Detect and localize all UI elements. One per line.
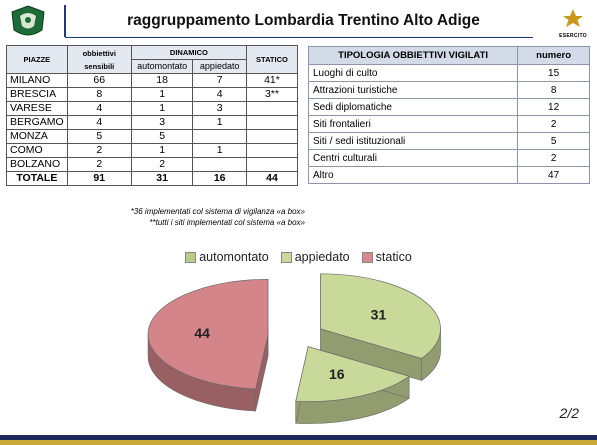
footnote-2: **tutti i siti implementati col sistema … [149,218,305,227]
header-numero: numero [517,46,590,65]
pie-slice-top [320,273,441,359]
cell-tipologia: Altro [307,166,519,184]
pie-data-label: 31 [371,306,387,322]
piazze-table: PIAZZE obbiettivi sensibili DINAMICO STA… [6,45,299,186]
pie-data-label: 16 [329,366,345,382]
tipologia-table: TIPOLOGIA OBBIETTIVI VIGILATI numero Luo… [307,46,590,184]
pie-data-label: 44 [194,325,210,341]
header-appiedato: appiedato [192,59,247,74]
legend-label: statico [375,250,412,264]
star-icon [563,9,583,27]
table-row: Luoghi di culto 15 [307,64,590,82]
footer-bar [0,435,597,440]
table-row: Siti / sedi istituzionali 5 [307,132,590,150]
legend-label: automontato [199,250,269,264]
table-row: Attrazioni turistiche 8 [307,81,590,99]
cell-piazza: BERGAMO [6,115,68,130]
pie-slice-appiedato: 16 [295,346,410,424]
chart-legend: automontato appiedato statico [0,250,597,264]
total-automontato: 31 [130,171,194,186]
table-row: MONZA 5 5 [6,129,299,144]
page-number: 2/2 [559,405,579,421]
header-dinamico: DINAMICO [130,45,247,60]
cell-piazza: MILANO [6,73,68,88]
army-logo-text: ESERCITO [559,33,587,39]
pie-slice-statico: 44 [147,278,269,412]
legend-item: automontato [185,250,269,264]
table-row: BERGAMO 4 3 1 [6,115,299,130]
table-row: Centri culturali 2 [307,149,590,167]
legend-swatch [361,251,373,263]
emblem-logo-icon [11,5,45,36]
army-logo: ESERCITO [556,8,590,39]
total-appiedato: 16 [192,171,247,186]
legend-swatch [185,251,197,263]
footnote-1: *36 implementati col sistema di vigilanz… [130,207,305,216]
pie-slice-top [147,278,269,390]
header-statico: STATICO [245,45,299,74]
table-row: Altro 47 [307,166,590,184]
total-label: TOTALE [6,171,68,186]
title-rule [65,37,533,38]
cell-piazza: BOLZANO [6,157,68,172]
header-automontato: automontato [130,59,194,74]
total-statico: 44 [245,171,299,186]
legend-swatch [280,251,292,263]
page-title: raggruppamento Lombardia Trentino Alto A… [127,12,480,29]
legend-label: appiedato [294,250,350,264]
cell-numero: 47 [517,166,590,184]
header-divider [64,5,66,37]
footer-accent-bar [0,440,597,445]
header-obiettivi: obbiettivi sensibili [66,45,132,74]
total-obiettivi: 91 [66,171,132,186]
table-row: COMO 2 1 1 [6,143,299,158]
pie-slice-automontato: 31 [320,273,441,382]
totals-row: TOTALE 91 31 16 44 [6,171,299,186]
legend-item: appiedato [280,250,350,264]
pie-slice-top [295,346,410,402]
legend-item: statico [361,250,412,264]
